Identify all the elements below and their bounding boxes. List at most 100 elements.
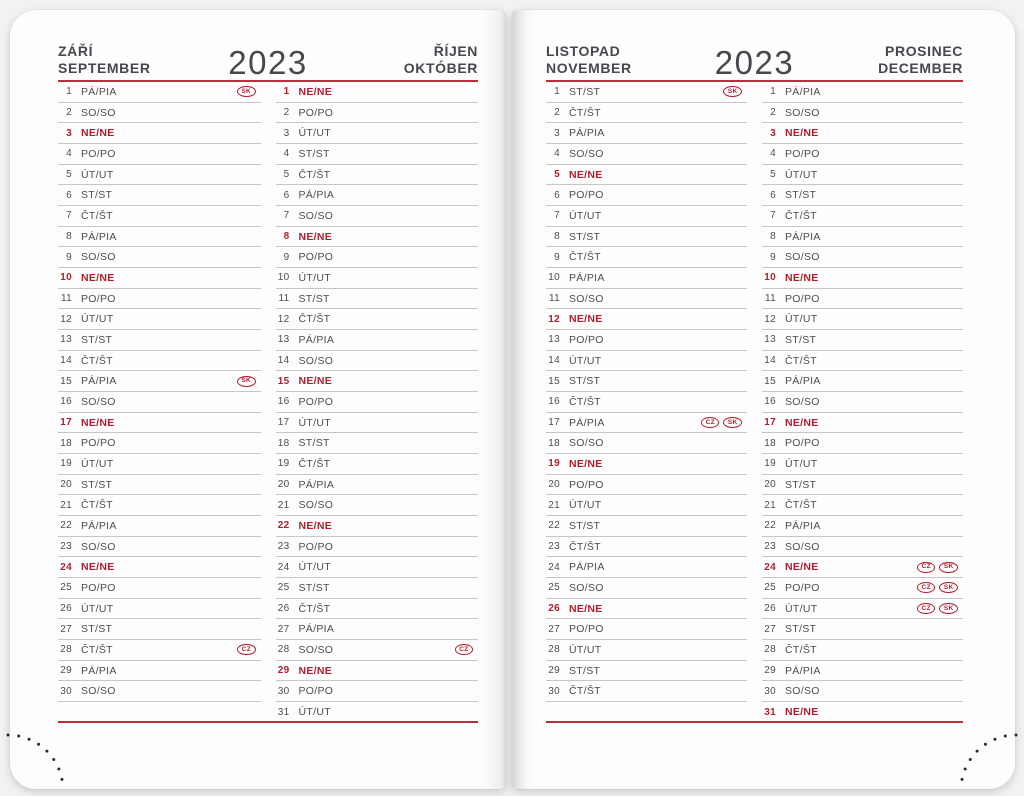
day-number: 20	[548, 479, 560, 491]
day-weekday-label: NE/NE	[81, 416, 115, 429]
day-weekday-label: NE/NE	[785, 706, 819, 719]
day-row: 14 ÚT/UT	[546, 351, 747, 372]
day-row: 6 PÁ/PIA	[275, 185, 478, 207]
holiday-badge-cz: CZ	[701, 417, 720, 429]
day-weekday-label: PÁ/PIA	[785, 375, 821, 388]
day-number: 12	[764, 313, 776, 325]
holiday-badge-sk: SK	[723, 86, 742, 98]
day-number: 25	[277, 582, 290, 594]
month-name-alt: SEPTEMBER	[58, 59, 151, 76]
day-row: 5 ČT/ŠT	[275, 165, 478, 186]
day-row: 1 NE/NE	[275, 82, 478, 103]
day-weekday-label: PO/PO	[785, 581, 820, 594]
day-row: 25 ST/ST	[275, 578, 478, 599]
day-weekday-label: SO/SO	[785, 395, 820, 408]
day-weekday-label: SO/SO	[298, 209, 334, 222]
day-number: 14	[60, 355, 72, 367]
holiday-badges: CZ	[454, 644, 478, 656]
day-number: 13	[764, 334, 776, 346]
holiday-badges: CZ SK	[917, 561, 963, 573]
day-row: 12 NE/NE	[546, 309, 747, 331]
day-row: 11 SO/SO	[546, 289, 747, 310]
day-number: 2	[66, 107, 72, 118]
day-weekday-label: NE/NE	[785, 127, 819, 140]
day-row: 4 SO/SO	[546, 144, 747, 165]
day-number: 19	[60, 458, 72, 470]
day-row: 22 PÁ/PIA	[762, 516, 963, 537]
day-number: 15	[764, 375, 776, 387]
day-number: 6	[66, 189, 72, 201]
day-number: 18	[764, 437, 776, 449]
day-weekday-label: SO/SO	[569, 581, 604, 594]
day-row: 20 ST/ST	[762, 475, 963, 496]
day-weekday-label: ST/ST	[569, 664, 601, 677]
day-row: 13 ST/ST	[762, 330, 963, 351]
day-number: 27	[548, 623, 560, 635]
day-weekday-label: ST/ST	[785, 333, 817, 346]
day-row: 30 ČT/ŠT	[546, 681, 747, 703]
day-number: 12	[277, 313, 290, 325]
day-number: 29	[764, 665, 776, 677]
day-row: 29 PÁ/PIA	[58, 661, 261, 682]
holiday-badge-cz: CZ	[454, 644, 473, 656]
day-weekday-label: ČT/ŠT	[785, 643, 817, 656]
day-weekday-label: NE/NE	[81, 127, 115, 140]
day-weekday-label: ST/ST	[785, 189, 817, 202]
day-number: 1	[66, 86, 72, 98]
day-row: 30 SO/SO	[762, 681, 963, 703]
day-number: 7	[66, 210, 72, 222]
day-weekday-label: SO/SO	[81, 540, 116, 553]
page-right-rows: 1 ST/ST SK 2 ČT/ŠT 3 PÁ/PIA 4 SO/SO 5 NE/NE 6 PO/PO 7…	[546, 82, 963, 724]
day-row: 19 ÚT/UT	[58, 454, 261, 475]
day-weekday-label: ST/ST	[569, 85, 601, 98]
day-row: 7 SO/SO	[275, 206, 478, 227]
day-weekday-label: PO/PO	[81, 581, 116, 594]
day-row: 27 PO/PO	[546, 619, 747, 641]
day-weekday-label: ÚT/UT	[785, 168, 818, 181]
day-weekday-label: ČT/ŠT	[81, 209, 113, 222]
day-number: 26	[548, 603, 560, 615]
day-number: 30	[277, 685, 290, 697]
day-row: 20 PÁ/PIA	[275, 475, 478, 496]
day-row: 17 NE/NE	[762, 413, 963, 434]
day-weekday-label: PÁ/PIA	[785, 664, 821, 677]
day-weekday-label: ČT/ŠT	[785, 354, 817, 367]
day-number: 9	[554, 251, 560, 263]
day-row: 2 SO/SO	[762, 103, 963, 124]
day-row: 9 SO/SO	[762, 247, 963, 269]
holiday-badges: CZ SK	[917, 582, 963, 594]
day-number: 14	[764, 355, 776, 367]
day-row: 6 ST/ST	[58, 185, 261, 207]
day-number: 23	[60, 541, 72, 553]
day-row: 1 ST/ST SK	[546, 82, 747, 103]
day-weekday-label: NE/NE	[298, 519, 333, 532]
holiday-badges: CZ SK	[917, 603, 963, 615]
day-weekday-label: PÁ/PIA	[569, 416, 605, 429]
day-weekday-label: PÁ/PIA	[569, 127, 605, 140]
day-number: 10	[277, 272, 290, 284]
day-weekday-label: PÁ/PIA	[298, 478, 335, 491]
day-weekday-label: NE/NE	[569, 602, 603, 615]
day-weekday-label: PÁ/PIA	[298, 623, 335, 636]
day-weekday-label: ČT/ŠT	[569, 395, 601, 408]
day-row: 14 ČT/ŠT	[58, 351, 261, 372]
day-row: 17 NE/NE	[58, 413, 261, 434]
day-number: 29	[277, 665, 290, 677]
day-number: 21	[60, 499, 72, 511]
day-number: 3	[66, 127, 72, 139]
day-number: 4	[66, 148, 72, 160]
day-row: 2 SO/SO	[58, 103, 261, 124]
day-weekday-label: ST/ST	[569, 519, 601, 532]
day-weekday-label: NE/NE	[298, 664, 333, 677]
day-weekday-label: ÚT/UT	[298, 416, 331, 429]
day-number: 29	[548, 665, 560, 677]
day-row: 7 ČT/ŠT	[58, 206, 261, 227]
day-weekday-label: ČT/ŠT	[298, 168, 331, 181]
day-row: 2 PO/PO	[275, 103, 478, 124]
day-weekday-label: ÚT/UT	[81, 602, 114, 615]
day-number: 26	[764, 603, 776, 615]
day-number: 22	[60, 520, 72, 532]
day-row: 8 NE/NE	[275, 227, 478, 248]
day-row: 16 ČT/ŠT	[546, 392, 747, 413]
day-row: 30 SO/SO	[58, 681, 261, 703]
